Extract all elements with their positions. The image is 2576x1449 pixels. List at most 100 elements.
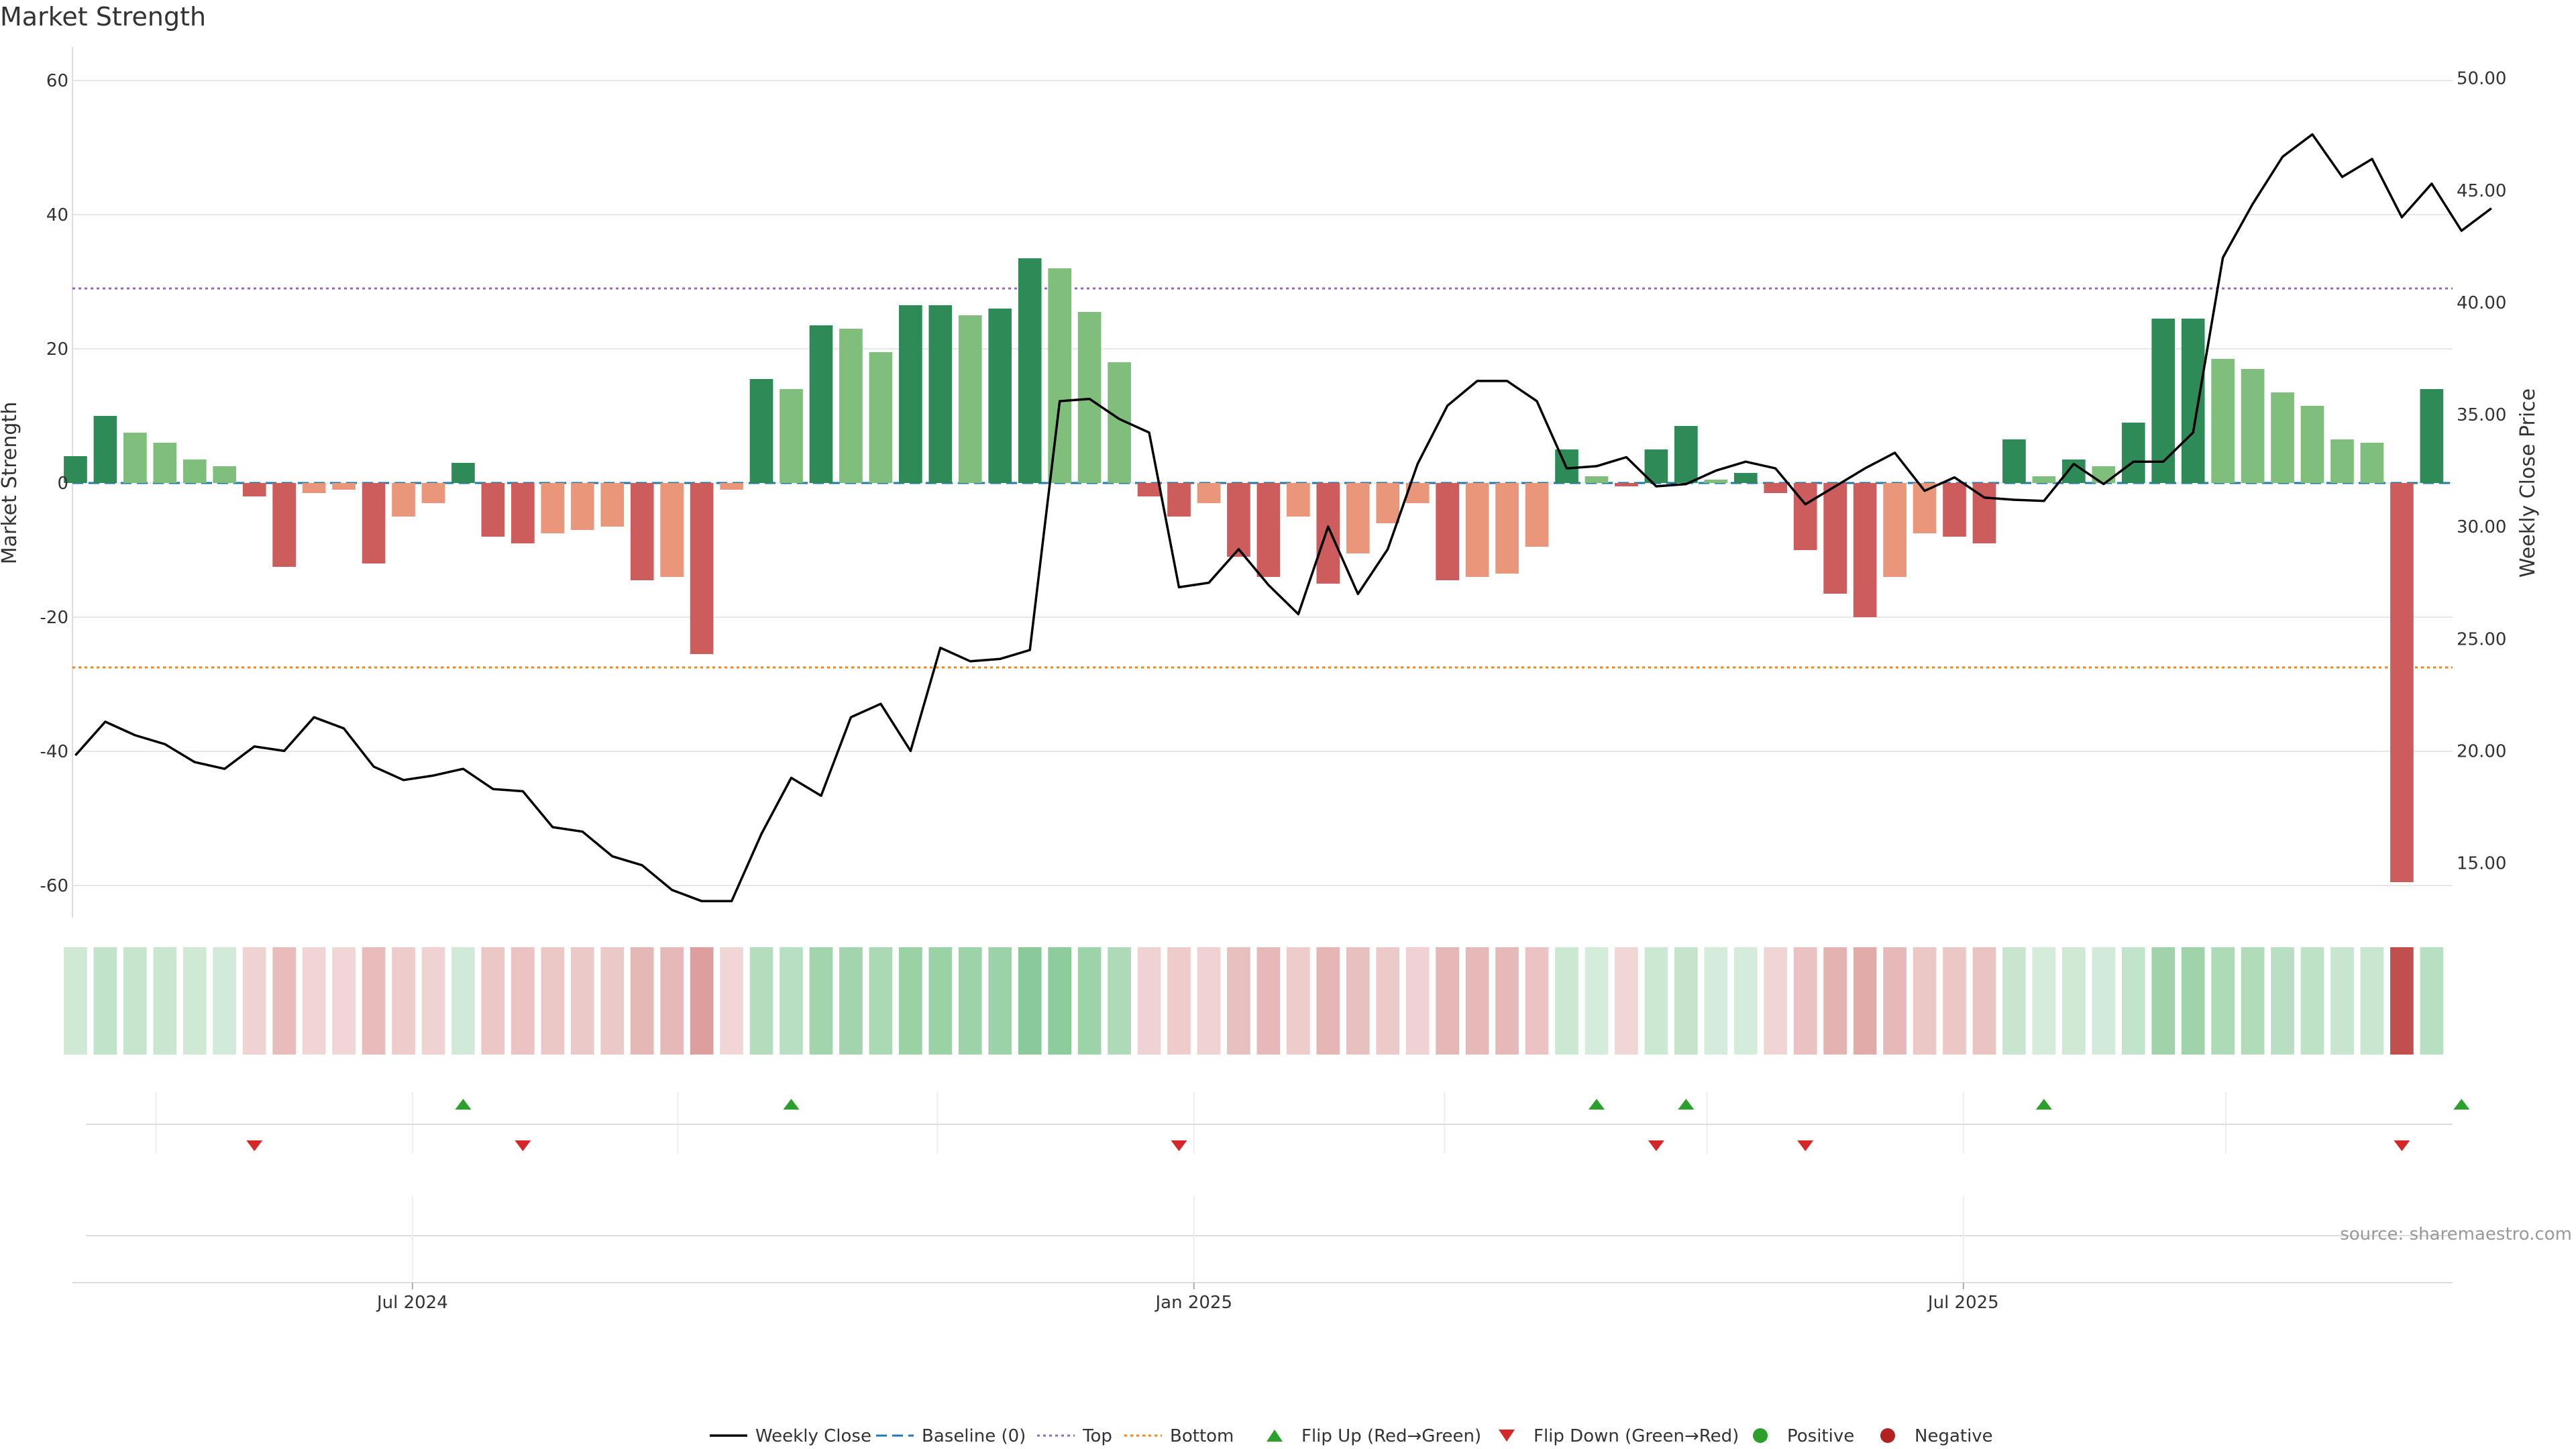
heat-cell xyxy=(541,947,565,1055)
strength-bar xyxy=(1048,268,1072,483)
heat-cell xyxy=(1764,947,1788,1055)
strength-bar xyxy=(570,483,594,530)
y-tick-label: 40 xyxy=(46,205,68,225)
strength-bar xyxy=(1733,473,1758,483)
chart-title: Market Strength xyxy=(0,2,206,32)
strength-bar xyxy=(541,483,565,533)
heat-cell xyxy=(213,947,237,1055)
heat-cell xyxy=(1108,947,1131,1055)
strength-bar xyxy=(1674,426,1698,483)
strength-bar xyxy=(2271,392,2294,483)
flip-up-marker xyxy=(1678,1099,1695,1110)
y2-axis-title: Weekly Close Price xyxy=(2516,388,2540,578)
strength-bar xyxy=(2181,319,2205,483)
heat-cell xyxy=(182,947,207,1055)
strength-bar xyxy=(690,483,714,654)
strength-bar xyxy=(600,483,625,527)
strength-bar xyxy=(1853,483,1877,617)
strength-bar xyxy=(1525,483,1549,547)
legend-label: Flip Down (Green→Red) xyxy=(1534,1426,1739,1446)
y2-tick-label: 20.00 xyxy=(2457,741,2506,761)
y-tick-label: -40 xyxy=(40,742,68,762)
heat-cell xyxy=(660,947,684,1055)
strength-bar xyxy=(2241,369,2265,483)
heat-cell xyxy=(1167,947,1191,1055)
strength-bar xyxy=(1287,483,1310,517)
flip-down-marker xyxy=(2394,1140,2410,1151)
heat-cell xyxy=(1972,947,1996,1055)
x-tick-label: Jul 2025 xyxy=(1927,1293,1999,1313)
strength-bar xyxy=(213,466,237,483)
legend-label: Positive xyxy=(1787,1426,1854,1446)
heat-cell xyxy=(749,947,773,1055)
strength-bar xyxy=(1256,483,1281,577)
heat-cell xyxy=(1197,947,1221,1055)
y-tick-label: -20 xyxy=(40,608,68,628)
flip-down-marker xyxy=(1171,1140,1187,1151)
heat-cell xyxy=(2330,947,2354,1055)
strength-bar xyxy=(302,483,326,493)
legend-symbol-flip-up xyxy=(1267,1430,1283,1442)
heat-cell xyxy=(2092,947,2116,1055)
strength-bar xyxy=(2151,319,2176,483)
legend-label: Baseline (0) xyxy=(922,1426,1026,1446)
heat-cell xyxy=(302,947,326,1055)
heat-cell xyxy=(1256,947,1281,1055)
heat-cell xyxy=(93,947,117,1055)
flip-down-marker xyxy=(1797,1140,1814,1151)
legend-symbol-positive xyxy=(1753,1428,1768,1443)
strength-bar xyxy=(988,309,1012,483)
heat-cell xyxy=(421,947,445,1055)
heat-cell xyxy=(630,947,654,1055)
y-axis-left: 60 40 20 0 -20 -40 -60 xyxy=(40,71,68,896)
heat-cell xyxy=(481,947,505,1055)
strength-bar xyxy=(1077,312,1102,483)
heat-cell xyxy=(780,947,803,1055)
heat-cell xyxy=(451,947,475,1055)
strength-bar xyxy=(421,483,445,503)
heat-cell xyxy=(2151,947,2176,1055)
heat-cell xyxy=(988,947,1012,1055)
y2-tick-label: 50.00 xyxy=(2457,69,2506,89)
strength-bar xyxy=(153,443,177,483)
strength-bar xyxy=(2092,466,2116,483)
heat-cell xyxy=(2360,947,2384,1055)
flip-up-marker xyxy=(783,1099,800,1110)
heat-cell xyxy=(1287,947,1310,1055)
heat-cell xyxy=(1137,947,1161,1055)
heat-cell xyxy=(2181,947,2205,1055)
heat-cell xyxy=(1644,947,1668,1055)
heat-cell xyxy=(1376,947,1400,1055)
heat-cell xyxy=(928,947,953,1055)
heat-cell xyxy=(1405,947,1430,1055)
legend: Weekly Close Baseline (0) Top Bottom Flip Up… xyxy=(710,1426,1993,1446)
heat-cell xyxy=(1704,947,1728,1055)
strength-bar xyxy=(2300,406,2324,483)
heat-cell xyxy=(2241,947,2265,1055)
heat-cell xyxy=(690,947,714,1055)
legend-label: Top xyxy=(1082,1426,1112,1446)
strength-bar xyxy=(899,305,922,483)
heat-cell xyxy=(1793,947,1817,1055)
strength-bar xyxy=(1167,483,1191,517)
sign-dots-panel xyxy=(86,1195,2453,1281)
weekly-close-polyline xyxy=(74,133,2492,903)
strength-bar xyxy=(720,483,743,490)
heat-cell xyxy=(2420,947,2444,1055)
heat-cell xyxy=(1555,947,1578,1055)
strength-bar xyxy=(1018,258,1042,483)
heat-cell xyxy=(1048,947,1072,1055)
strength-bar xyxy=(630,483,654,580)
strength-bar xyxy=(2032,476,2056,483)
heat-cell xyxy=(839,947,863,1055)
strength-bar xyxy=(2211,359,2235,483)
flip-down-marker xyxy=(1648,1140,1664,1151)
flip-down-marker xyxy=(246,1140,263,1151)
strength-bar xyxy=(481,483,505,537)
y2-tick-label: 15.00 xyxy=(2457,853,2506,873)
weekly-close-line xyxy=(74,133,2492,903)
y-tick-label: 60 xyxy=(46,71,68,91)
strength-bar xyxy=(839,329,863,483)
heat-cell xyxy=(899,947,922,1055)
strength-bar xyxy=(242,483,266,496)
